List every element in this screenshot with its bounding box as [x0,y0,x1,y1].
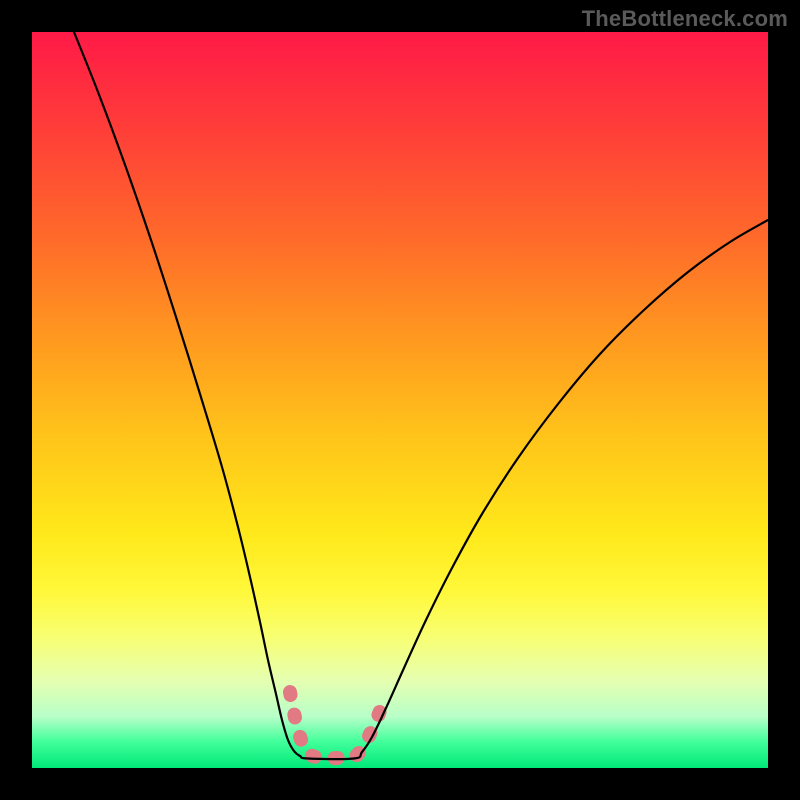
chart-frame: TheBottleneck.com [0,0,800,800]
highlight-marker [290,692,384,759]
bottleneck-curve [74,32,768,759]
curve-layer [32,32,768,768]
watermark-text: TheBottleneck.com [582,6,788,32]
plot-area [32,32,768,768]
